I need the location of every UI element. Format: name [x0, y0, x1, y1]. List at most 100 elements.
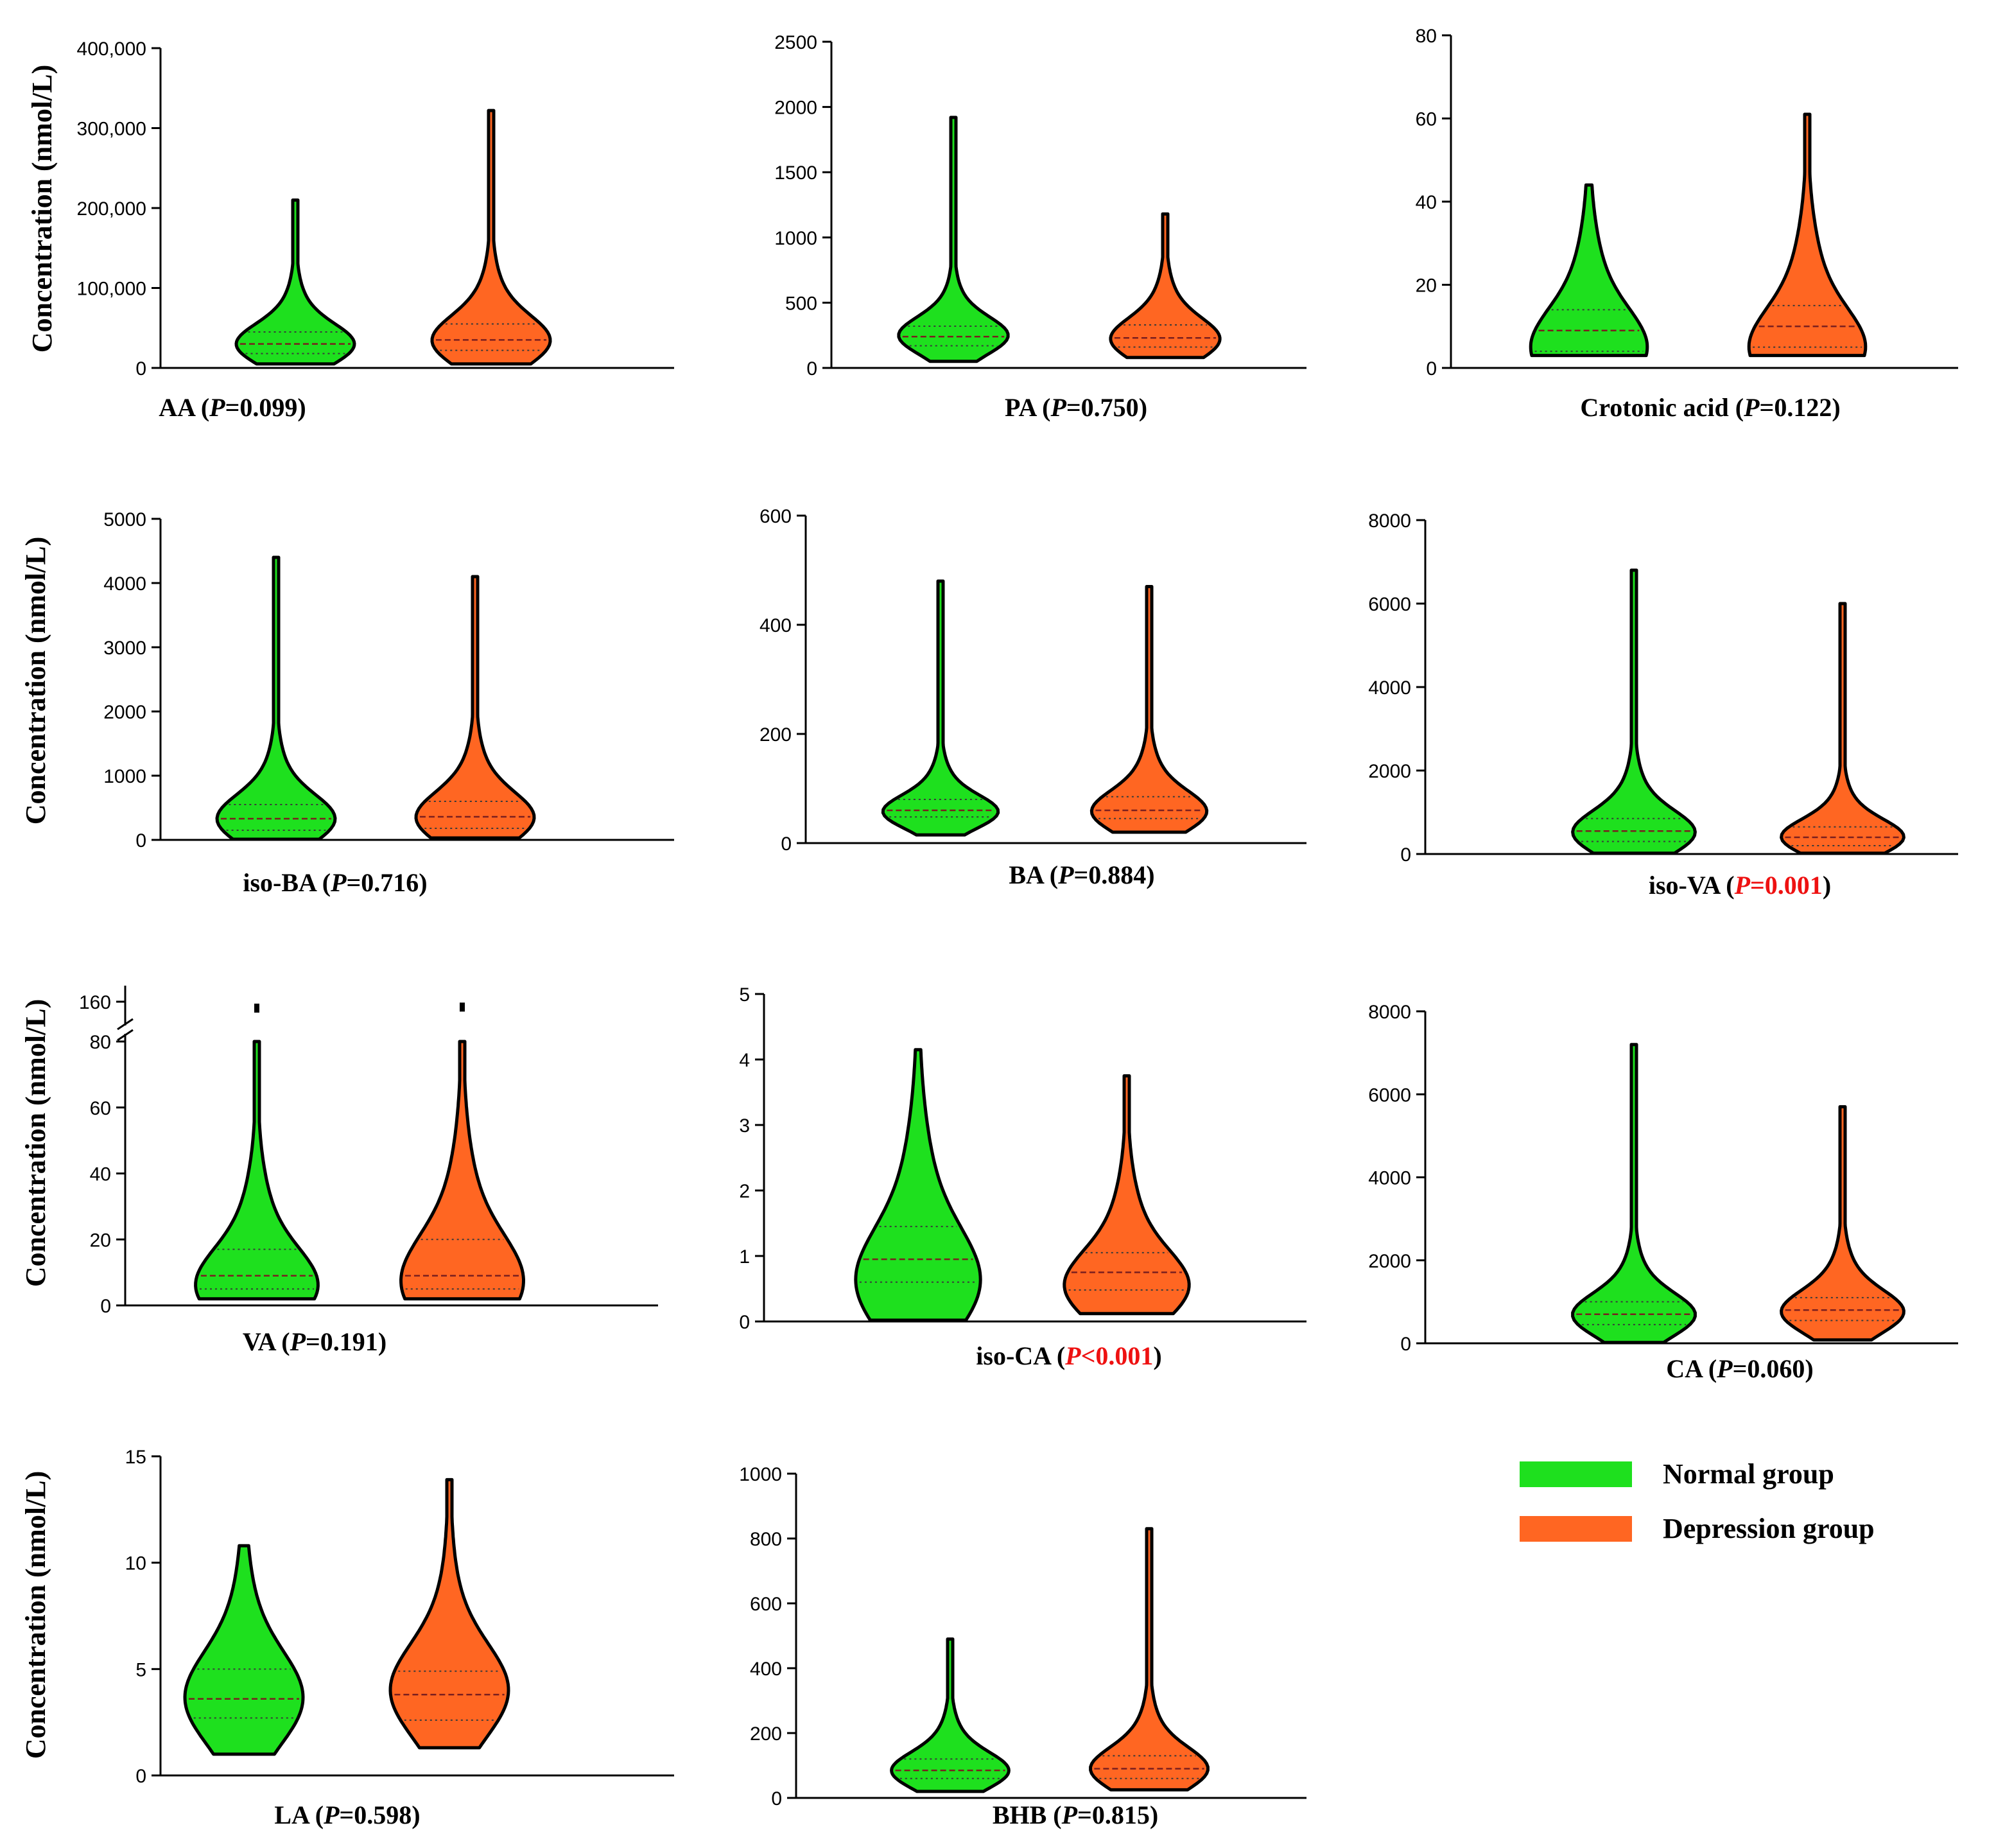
panel-iso-ba: 0 1000 2000 3000 4000 5000 Concentration (nmol…: [20, 509, 674, 897]
y-tick-label: 80: [90, 1032, 111, 1053]
caption-metabolite: iso-VA (: [1649, 871, 1735, 900]
violin-normal: [215, 555, 337, 841]
outlier-point: [460, 1002, 465, 1012]
violin-depression: [1089, 585, 1209, 834]
y-tick-label: 20: [90, 1230, 111, 1251]
y-tick-label: 10: [125, 1553, 146, 1574]
y-tick-label: 300,000: [77, 119, 146, 140]
violin-normal: [1529, 183, 1649, 358]
legend: Normal group Depression group: [1520, 1458, 1875, 1544]
caption-close: ): [1832, 393, 1840, 422]
violin-normal: [854, 1048, 982, 1322]
caption-metabolite: LA (: [274, 1800, 324, 1829]
panel-iso-va: 0 2000 4000 6000 8000 iso-VA (P=0.001): [1368, 510, 1958, 900]
y-tick-label: 6000: [1368, 594, 1411, 615]
violin-depression: [1109, 212, 1222, 360]
y-tick-label: 0: [771, 1788, 782, 1809]
violin-normal: [897, 116, 1010, 363]
y-tick-label: 100,000: [77, 279, 146, 300]
y-tick-label: 0: [806, 358, 817, 379]
caption-close: ): [378, 1327, 386, 1356]
y-tick-label: 2000: [774, 98, 817, 119]
caption-p-value: =0.716: [347, 868, 419, 897]
panel-caption: BHB (P=0.815): [993, 1800, 1158, 1829]
caption-p-symbol: P: [1743, 393, 1760, 422]
y-axis-label: Concentration (nmol/L): [20, 999, 51, 1287]
y-tick-label: 200: [759, 724, 792, 745]
y-tick-label: 1000: [774, 228, 817, 249]
panel-va: 160 0 20 40 60 80 Concentration (nmol/L) VA (P=…: [20, 986, 658, 1356]
caption-metabolite: iso-BA (: [243, 868, 331, 897]
caption-metabolite: BA (: [1009, 860, 1058, 889]
caption-p-value: =0.001: [1750, 871, 1823, 900]
caption-p-value: =0.099: [225, 393, 298, 422]
panel-caption: PA (P=0.750): [1005, 393, 1147, 422]
caption-p-value: =0.122: [1760, 393, 1832, 422]
y-tick-label: 2000: [1368, 1251, 1411, 1272]
caption-p-value: =0.750: [1066, 393, 1139, 422]
panel-caption: iso-CA (P<0.001): [976, 1341, 1161, 1370]
caption-p-value: =0.191: [306, 1327, 378, 1356]
y-tick-label: 400: [750, 1659, 782, 1680]
y-tick-label: 4000: [103, 573, 146, 595]
caption-metabolite: VA (: [243, 1327, 290, 1356]
y-tick-label: 500: [785, 293, 817, 314]
caption-p-symbol: P: [1734, 871, 1751, 900]
caption-close: ): [1146, 860, 1154, 889]
y-tick-label: 4: [739, 1050, 750, 1071]
y-axis-label: Concentration (nmol/L): [20, 1471, 51, 1759]
caption-metabolite: iso-CA (: [976, 1341, 1065, 1370]
violin-normal: [890, 1637, 1011, 1793]
y-tick-label: 400: [759, 615, 792, 636]
y-tick-label: 40: [1416, 192, 1437, 213]
y-tick-label: 5: [739, 984, 750, 1006]
y-tick-label: 60: [1416, 109, 1437, 130]
y-axis-label: Concentration (nmol/L): [26, 65, 58, 353]
y-tick-label: 5000: [103, 509, 146, 530]
caption-close: ): [419, 868, 427, 897]
y-tick-label: 200: [750, 1723, 782, 1745]
axis-break-mark: [117, 1018, 134, 1031]
panel-caption: BA (P=0.884): [1009, 860, 1154, 889]
violin-depression: [388, 1478, 510, 1750]
caption-p-value: <0.001: [1081, 1341, 1154, 1370]
caption-p-symbol: P: [290, 1327, 306, 1356]
violin-normal: [194, 1040, 320, 1301]
y-tick-label: 400,000: [77, 39, 146, 60]
caption-close: ): [297, 393, 306, 422]
violin-depression: [414, 575, 536, 840]
y-tick-label: 2: [739, 1181, 750, 1202]
caption-metabolite: AA (: [159, 393, 209, 422]
y-tick-label: 2500: [774, 32, 817, 53]
y-tick-label: 0: [1400, 1334, 1411, 1355]
y-tick-label: 0: [135, 358, 146, 379]
y-tick-label: 1500: [774, 162, 817, 184]
caption-p-value: =0.060: [1733, 1354, 1805, 1383]
violin-depression: [399, 1040, 525, 1301]
caption-close: ): [1823, 871, 1831, 900]
y-tick-label: 0: [135, 830, 146, 851]
y-tick-label: 1: [739, 1246, 750, 1268]
panel-iso-ca: 0 1 2 3 4 5 iso-CA (P<0.001): [739, 984, 1306, 1370]
outlier-point: [254, 1004, 259, 1013]
y-tick-label: 40: [90, 1164, 111, 1185]
violin-normal: [1571, 568, 1697, 855]
caption-close: ): [1805, 1354, 1813, 1383]
y-tick-label: 60: [90, 1098, 111, 1119]
caption-close: ): [1153, 1341, 1161, 1370]
caption-p-value: =0.815: [1077, 1800, 1150, 1829]
y-tick-label: 1000: [103, 766, 146, 787]
y-tick-label: 1000: [739, 1464, 782, 1485]
violin-depression: [1780, 602, 1905, 855]
panel-ba: 0 200 400 600 BA (P=0.884): [759, 506, 1306, 889]
caption-p-symbol: P: [209, 393, 225, 422]
violin-normal: [881, 579, 1000, 837]
y-tick-label: 0: [739, 1312, 750, 1333]
y-tick-label: 80: [1416, 26, 1437, 47]
panel-pa: 0 500 1000 1500 2000 2500 PA (P=0.750): [774, 32, 1306, 422]
y-tick-label: 0: [100, 1296, 111, 1317]
y-tick-label: 4000: [1368, 1168, 1411, 1189]
caption-close: ): [1150, 1800, 1158, 1829]
panel-caption: Crotonic acid (P=0.122): [1580, 393, 1840, 422]
caption-metabolite: CA (: [1666, 1354, 1717, 1383]
